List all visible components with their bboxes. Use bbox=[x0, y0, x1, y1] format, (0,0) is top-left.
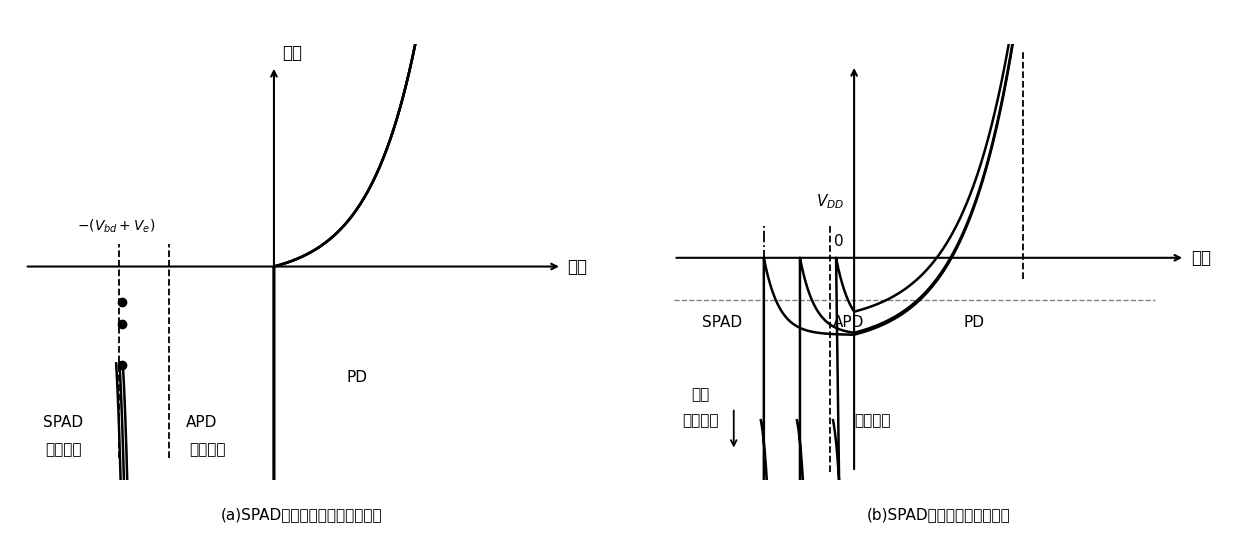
Text: APD: APD bbox=[832, 314, 864, 330]
Text: 线性模式: 线性模式 bbox=[190, 442, 226, 457]
Text: $V_{DD}$: $V_{DD}$ bbox=[816, 192, 844, 211]
Text: (a)SPAD偏置于相同的反偏电压下: (a)SPAD偏置于相同的反偏电压下 bbox=[221, 507, 382, 521]
Text: PD: PD bbox=[346, 371, 367, 385]
Text: 电压: 电压 bbox=[568, 258, 588, 276]
Text: 盖革模式: 盖革模式 bbox=[682, 413, 719, 428]
Text: (b)SPAD偏置于相同的电流下: (b)SPAD偏置于相同的电流下 bbox=[867, 507, 1011, 521]
Text: SPAD: SPAD bbox=[702, 314, 742, 330]
Text: 盖革模式: 盖革模式 bbox=[46, 442, 82, 457]
Text: PD: PD bbox=[963, 314, 985, 330]
Text: 电流: 电流 bbox=[283, 44, 303, 62]
Text: 线性模式: 线性模式 bbox=[854, 413, 890, 428]
Text: (a)SPAD偏置于相同的反偏电压下: (a)SPAD偏置于相同的反偏电压下 bbox=[221, 507, 382, 521]
Text: SPAD: SPAD bbox=[43, 415, 83, 430]
Text: 0: 0 bbox=[835, 234, 844, 249]
Text: $-(V_{bd}+V_e)$: $-(V_{bd}+V_e)$ bbox=[77, 218, 155, 235]
Text: APD: APD bbox=[186, 415, 218, 430]
Text: 电压: 电压 bbox=[1192, 249, 1211, 267]
Text: 电流: 电流 bbox=[692, 387, 709, 402]
